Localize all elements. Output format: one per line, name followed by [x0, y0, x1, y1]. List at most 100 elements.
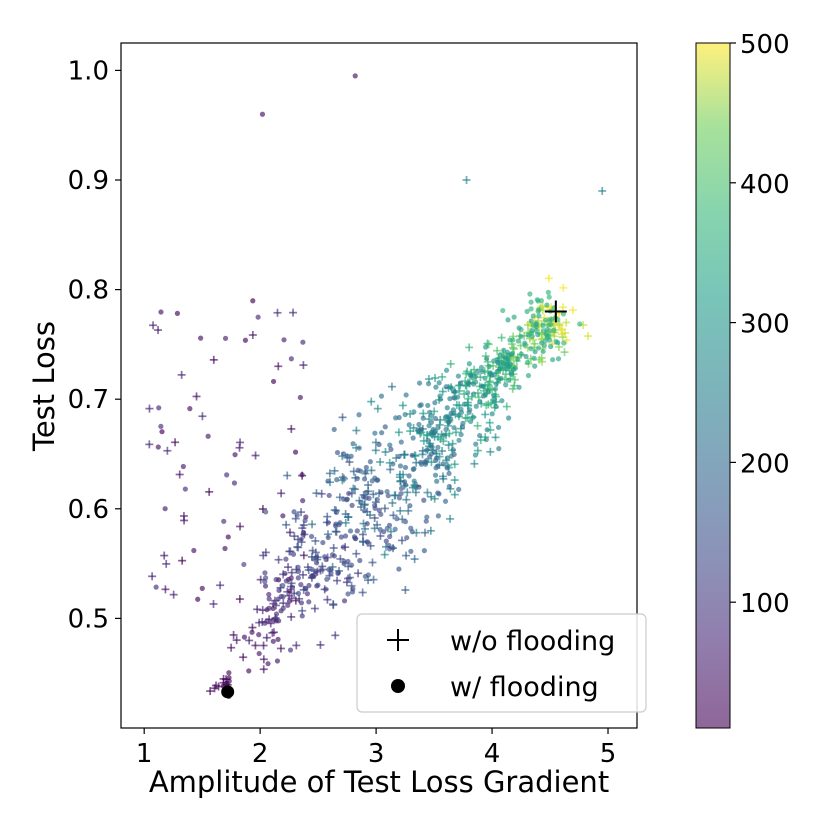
- data-point-plus: [145, 404, 154, 413]
- legend-label-without-flooding: w/o flooding: [450, 626, 615, 657]
- data-point-plus: [261, 548, 270, 557]
- data-point-plus: [245, 636, 254, 645]
- data-point-plus: [470, 459, 479, 468]
- data-point-dot: [262, 583, 269, 589]
- data-point-plus: [283, 471, 292, 480]
- data-point-plus: [446, 514, 455, 523]
- data-point-dot: [540, 328, 547, 334]
- data-point-dot: [540, 348, 546, 355]
- data-point-dot: [256, 650, 262, 657]
- data-point-plus: [537, 357, 546, 366]
- data-point-plus: [285, 528, 294, 537]
- data-point-dot: [510, 337, 516, 343]
- data-point-dot: [458, 406, 464, 412]
- data-point-dot: [528, 299, 534, 305]
- data-point-plus: [450, 460, 459, 469]
- data-point-dot: [487, 370, 494, 376]
- data-point-dot: [402, 464, 409, 471]
- data-point-plus: [438, 447, 447, 456]
- data-point-plus: [508, 384, 517, 393]
- data-point-dot: [372, 505, 378, 511]
- data-point-plus: [367, 466, 376, 475]
- data-point-dot: [344, 453, 350, 459]
- data-point-dot: [406, 473, 412, 479]
- data-point-dot: [326, 492, 332, 499]
- data-point-plus: [400, 450, 409, 459]
- data-point-plus: [583, 332, 592, 341]
- x-axis-label: Amplitude of Test Loss Gradient: [149, 765, 609, 799]
- data-point-plus: [258, 505, 267, 514]
- data-point-dot: [530, 322, 537, 329]
- data-point-plus: [481, 410, 490, 419]
- data-point-dot: [287, 647, 294, 653]
- data-point-dot: [433, 465, 439, 471]
- data-point-dot: [351, 534, 358, 540]
- data-point-dot: [224, 472, 230, 478]
- y-tick-label-5: 1.0: [68, 56, 109, 86]
- data-point-dot: [295, 590, 302, 596]
- data-point-dot: [232, 452, 238, 458]
- data-point-dot: [275, 636, 281, 642]
- data-point-dot: [411, 409, 417, 415]
- data-point-dot: [532, 349, 538, 355]
- data-point-dot: [286, 598, 292, 604]
- data-point-dot: [483, 344, 489, 350]
- data-point-dot: [455, 373, 462, 379]
- data-point-dot: [492, 386, 498, 392]
- data-point-dot: [407, 503, 413, 509]
- data-point-dot: [358, 499, 364, 505]
- data-point-dot: [276, 587, 282, 594]
- data-point-dot: [394, 516, 400, 522]
- data-point-plus: [410, 555, 419, 564]
- data-point-dot: [432, 428, 439, 434]
- data-point-dot: [475, 368, 481, 374]
- data-point-dot: [198, 335, 204, 341]
- data-point-plus: [366, 511, 375, 520]
- data-point-dot: [347, 528, 354, 534]
- data-point-plus: [430, 494, 439, 503]
- data-point-plus: [341, 518, 350, 527]
- data-point-dot: [440, 461, 446, 467]
- data-point-dot: [266, 596, 272, 602]
- data-point-dot: [532, 363, 538, 369]
- data-point-dot: [515, 338, 521, 344]
- data-point-dot: [479, 368, 486, 375]
- data-point-dot: [270, 605, 276, 612]
- data-point-plus: [209, 599, 218, 608]
- data-point-dot: [534, 297, 540, 303]
- data-point-dot: [549, 316, 555, 322]
- data-point-plus: [482, 401, 491, 410]
- data-point-dot: [349, 502, 355, 508]
- data-point-plus: [446, 359, 455, 368]
- data-point-dot: [356, 412, 362, 418]
- data-point-dot: [153, 584, 159, 590]
- data-point-plus: [493, 346, 502, 355]
- data-point-plus: [298, 570, 307, 579]
- data-point-dot: [443, 367, 450, 373]
- data-point-plus: [310, 604, 319, 613]
- data-point-dot: [250, 298, 256, 304]
- data-point-dot: [551, 327, 557, 333]
- data-point-dot: [480, 383, 486, 389]
- data-point-dot: [435, 490, 441, 496]
- data-point-plus: [431, 374, 440, 383]
- data-point-plus: [423, 488, 432, 497]
- data-point-plus: [154, 326, 163, 335]
- data-point-dot: [378, 393, 385, 399]
- data-point-dot: [348, 562, 355, 568]
- data-point-plus: [395, 473, 404, 482]
- data-point-plus: [544, 274, 553, 283]
- data-point-dot: [500, 307, 506, 314]
- data-point-dot: [265, 661, 271, 667]
- data-point-plus: [361, 524, 370, 533]
- data-point-dot: [509, 371, 515, 378]
- data-point-dot: [416, 380, 423, 386]
- data-point-dot: [354, 475, 360, 482]
- data-point-dot: [433, 457, 439, 463]
- data-point-dot: [424, 457, 430, 463]
- data-point-plus: [510, 375, 519, 384]
- data-point-plus: [178, 556, 187, 565]
- data-point-plus: [262, 633, 271, 642]
- data-point-dot: [356, 445, 362, 451]
- data-point-dot: [541, 342, 547, 349]
